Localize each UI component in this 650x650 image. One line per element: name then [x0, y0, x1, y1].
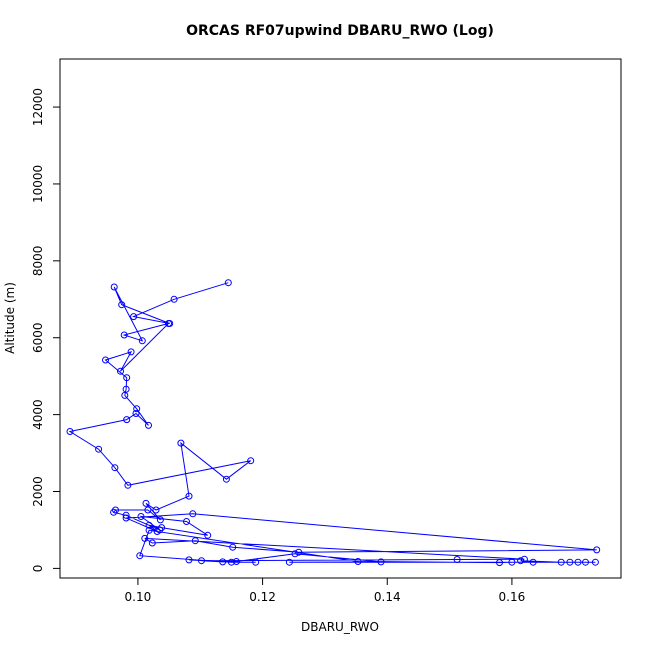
data-point	[110, 283, 118, 291]
data-point	[145, 421, 152, 429]
data-point	[291, 550, 299, 558]
data-point	[117, 367, 124, 375]
data-point	[127, 348, 135, 356]
data-point	[183, 518, 190, 525]
x-tick-label: 0.12	[249, 590, 276, 604]
data-point	[229, 543, 237, 551]
data-point	[496, 559, 503, 567]
data-point	[582, 558, 589, 566]
y-tick-label: 0	[31, 565, 45, 573]
data-point	[574, 558, 582, 566]
y-axis-label: Altitude (m)	[3, 282, 17, 354]
data-point	[189, 510, 197, 518]
data-point	[120, 331, 128, 339]
data-point	[198, 557, 205, 565]
x-axis: 0.10 0.12 0.14 0.16	[125, 578, 526, 604]
y-tick-label: 12000	[31, 88, 45, 126]
y-axis: 0 2000 4000 6000 8000 10000 12000	[31, 88, 60, 572]
data-point	[122, 511, 130, 519]
data-point	[185, 556, 193, 564]
y-tick-label: 10000	[31, 165, 45, 203]
x-tick-label: 0.10	[125, 590, 152, 604]
series-layer	[66, 279, 601, 567]
data-point	[112, 506, 119, 514]
data-point	[123, 374, 131, 382]
data-point	[153, 528, 161, 535]
data-point	[133, 405, 141, 413]
data-point	[566, 558, 574, 566]
plot-frame	[59, 58, 622, 579]
data-point	[137, 513, 145, 520]
data-point	[354, 558, 362, 565]
data-point	[377, 558, 385, 566]
data-point	[124, 481, 132, 489]
data-point	[141, 534, 149, 542]
data-point	[191, 537, 199, 545]
x-tick-label: 0.16	[499, 590, 526, 604]
data-point	[122, 514, 130, 522]
data-point	[165, 320, 172, 327]
data-point	[152, 506, 160, 514]
data-point	[170, 295, 178, 303]
data-point	[285, 558, 293, 566]
data-point	[95, 445, 103, 453]
data-point	[66, 428, 74, 435]
data-point	[219, 558, 227, 566]
data-point	[252, 558, 260, 566]
data-point	[121, 391, 129, 399]
data-point	[224, 279, 232, 287]
data-point	[123, 416, 131, 424]
data-point	[453, 556, 461, 563]
data-point	[177, 439, 185, 447]
data-point	[593, 546, 601, 554]
data-point	[138, 337, 146, 345]
x-tick-label: 0.14	[374, 590, 401, 604]
data-point	[142, 499, 150, 507]
data-point	[111, 464, 119, 472]
data-point	[185, 492, 193, 500]
data-point	[102, 356, 109, 364]
data-point	[222, 475, 230, 483]
data-point	[247, 457, 255, 465]
data-point	[517, 557, 525, 565]
data-point	[136, 552, 144, 560]
y-tick-label: 6000	[31, 322, 45, 353]
data-point	[148, 539, 156, 547]
data-point	[520, 555, 528, 563]
data-point	[227, 558, 235, 566]
data-point	[591, 558, 599, 566]
data-point	[529, 558, 537, 566]
data-point	[145, 526, 153, 534]
y-tick-label: 4000	[31, 399, 45, 430]
chart-title: ORCAS RF07upwind DBARU_RWO (Log)	[186, 23, 494, 39]
data-point	[295, 548, 303, 556]
y-tick-label: 8000	[31, 246, 45, 277]
y-tick-label: 2000	[31, 476, 45, 507]
data-point	[158, 524, 166, 532]
data-point	[557, 558, 565, 566]
data-point	[204, 531, 212, 539]
data-point	[232, 558, 240, 565]
data-point	[144, 506, 152, 514]
data-point	[508, 558, 516, 566]
data-point	[110, 508, 118, 516]
data-point	[132, 410, 140, 417]
data-point	[145, 521, 153, 529]
data-point	[156, 516, 164, 524]
data-point	[130, 313, 138, 321]
data-point	[118, 301, 126, 309]
x-axis-label: DBARU_RWO	[301, 620, 379, 634]
